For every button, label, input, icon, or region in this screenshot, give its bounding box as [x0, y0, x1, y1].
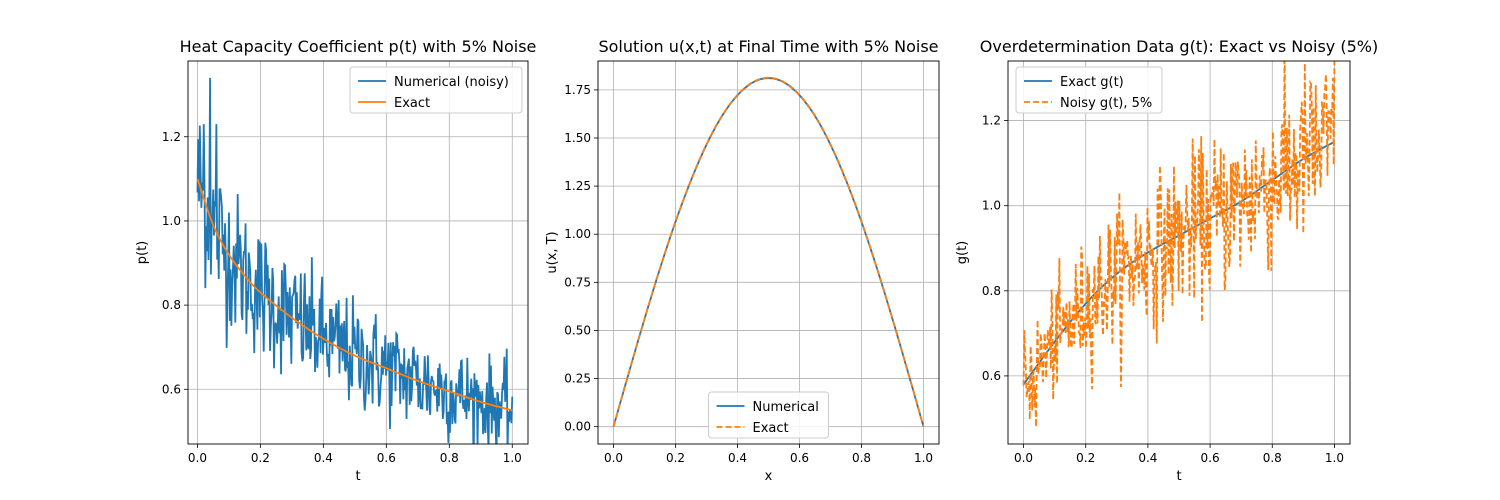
- x-tick-label: 0.0: [604, 451, 623, 465]
- x-tick-label: 1.0: [1325, 451, 1344, 465]
- chart-panel-3: 0.0 0.2 0.4 0.6 0.8 1.0 0.6 0.8 1.0 1.2 Overdeterm…: [955, 37, 1378, 484]
- legend: Exact g(t) Noisy g(t), 5%: [1015, 66, 1163, 114]
- x-tick-label: 0.2: [666, 451, 685, 465]
- x-tick-label: 1.0: [914, 451, 933, 465]
- y-tick-label: 1.50: [564, 131, 591, 145]
- axes-frame: [1007, 60, 1351, 445]
- x-axis-label: t: [355, 469, 360, 484]
- y-tick-label: 1.2: [162, 130, 181, 144]
- series-line-numerical-noisy: [196, 77, 514, 444]
- axes-frame: [187, 60, 529, 445]
- y-tick-label: 1.2: [982, 114, 1001, 128]
- x-tick-label: 0.0: [1014, 451, 1033, 465]
- x-tick-label: 0.6: [1201, 451, 1220, 465]
- x-axis-label: t: [1176, 469, 1181, 484]
- x-tick-label: 0.4: [728, 451, 747, 465]
- y-tick-label: 1.75: [564, 83, 591, 97]
- legend-label: Noisy g(t), 5%: [1060, 96, 1152, 111]
- legend-label: Numerical: [753, 400, 819, 415]
- y-tick-label: 0.6: [982, 369, 1001, 383]
- series-line-exact: [612, 76, 925, 427]
- legend-box: [349, 66, 523, 114]
- y-tick-label: 1.0: [982, 199, 1001, 213]
- legend: Numerical Exact: [708, 391, 829, 439]
- chart-panel-2: 0.0 0.2 0.4 0.6 0.8 1.0 0.00 0.25 0.50 0.75 1.00 1.…: [545, 37, 940, 484]
- chart-title: Heat Capacity Coefficient p(t) with 5% N…: [180, 37, 537, 56]
- y-tick-label: 0.8: [982, 284, 1001, 298]
- y-axis-label: g(t): [955, 241, 970, 265]
- x-tick-label: 1.0: [503, 451, 522, 465]
- series-line-noisy-g-t-5: [1022, 61, 1336, 427]
- chart-title: Solution u(x,t) at Final Time with 5% No…: [598, 37, 938, 56]
- y-tick-label: 0.6: [162, 382, 181, 396]
- chart-panel-1: 0.0 0.2 0.4 0.6 0.8 1.0 0.6 0.8 1.0 1.2 Heat Capac…: [135, 37, 536, 484]
- chart-title: Overdetermination Data g(t): Exact vs No…: [980, 37, 1378, 56]
- legend-label: Exact: [394, 96, 430, 111]
- x-tick-label: 0.8: [440, 451, 459, 465]
- y-tick-label: 1.0: [162, 214, 181, 228]
- x-tick-label: 0.2: [251, 451, 270, 465]
- y-tick-label: 0.25: [564, 372, 591, 386]
- y-tick-label: 0.75: [564, 275, 591, 289]
- y-axis-label: u(x, T): [545, 231, 560, 273]
- legend-box: [1015, 66, 1163, 114]
- legend-label: Numerical (noisy): [394, 75, 509, 90]
- legend-label: Exact g(t): [1060, 75, 1124, 90]
- x-tick-label: 0.6: [790, 451, 809, 465]
- x-tick-label: 0.6: [377, 451, 396, 465]
- series-line-numerical: [612, 77, 925, 427]
- y-tick-label: 1.25: [564, 179, 591, 193]
- y-tick-label: 0.00: [564, 420, 591, 434]
- y-tick-label: 0.50: [564, 323, 591, 337]
- x-tick-label: 0.4: [314, 451, 333, 465]
- x-tick-label: 0.0: [188, 451, 207, 465]
- x-tick-label: 0.8: [1263, 451, 1282, 465]
- x-tick-label: 0.4: [1138, 451, 1157, 465]
- x-tick-label: 0.8: [852, 451, 871, 465]
- y-axis-label: p(t): [135, 241, 150, 265]
- x-axis-label: x: [765, 469, 773, 484]
- y-tick-label: 1.00: [564, 227, 591, 241]
- legend-label: Exact: [753, 421, 789, 436]
- series-line-exact: [196, 178, 513, 412]
- y-tick-label: 0.8: [162, 298, 181, 312]
- axes-frame: [597, 60, 940, 445]
- legend: Numerical (noisy) Exact: [349, 66, 523, 114]
- x-tick-label: 0.2: [1076, 451, 1095, 465]
